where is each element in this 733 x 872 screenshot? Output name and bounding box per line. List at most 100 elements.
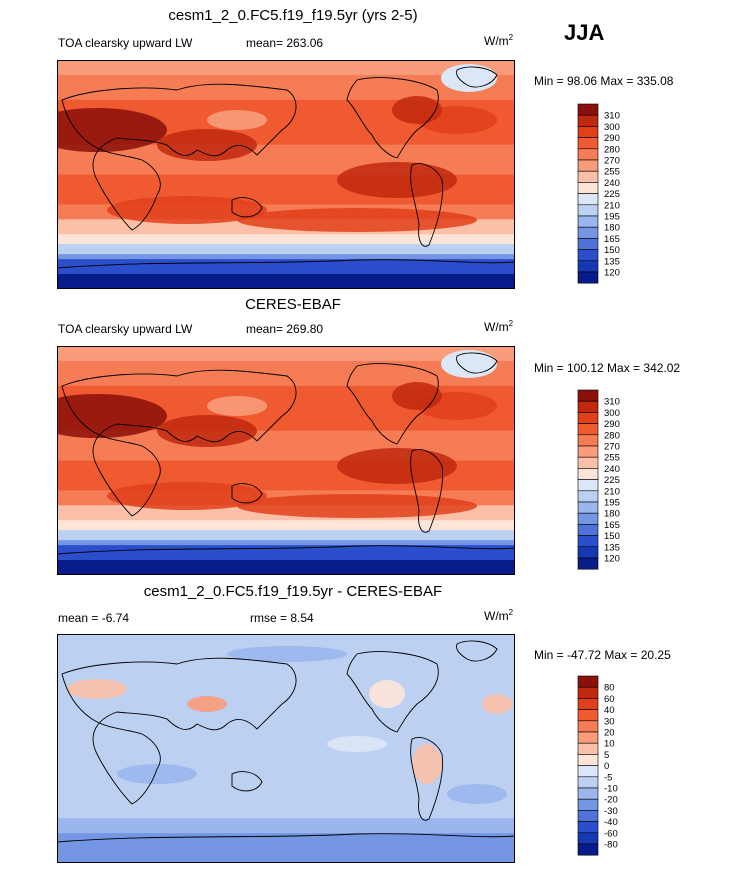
field-band [57, 154, 515, 161]
field-band [57, 570, 515, 575]
panel-2-colorbar-svg: 3103002902802702552402252101951801651501… [577, 389, 620, 570]
field-band [57, 390, 515, 397]
field-band [57, 490, 515, 497]
field-band [57, 94, 515, 101]
field-band [57, 445, 515, 452]
field-blob [337, 448, 457, 484]
panel-3-title: cesm1_2_0.FC5.f19_f19.5yr - CERES-EBAF [143, 583, 443, 600]
colorbar-tick-label: 135 [604, 256, 620, 267]
colorbar-tick-label: 120 [604, 554, 620, 565]
colorbar-box [577, 698, 599, 710]
field-band [57, 823, 515, 830]
field-band [57, 793, 515, 800]
field-band [57, 84, 515, 91]
season-label: JJA [564, 20, 605, 45]
colorbar-box [577, 103, 599, 116]
colorbar-tick-label: 135 [604, 542, 620, 553]
colorbar-tick-label: 270 [604, 442, 620, 453]
field-band [57, 169, 515, 176]
field-band [57, 69, 515, 76]
coastline [231, 197, 263, 218]
field-band [57, 813, 515, 820]
field-band [57, 134, 515, 141]
panel-1-field [57, 60, 515, 289]
field-band [57, 385, 515, 392]
field-blob [369, 680, 405, 708]
colorbar-tick-label: 30 [604, 716, 615, 727]
field-band [57, 465, 515, 472]
field-band [57, 64, 515, 71]
colorbar-tick-label: 150 [604, 531, 620, 542]
field-band [57, 189, 515, 196]
panel-3-minmax: Min = -47.72 Max = 20.25 [534, 648, 671, 662]
colorbar-box [577, 686, 599, 699]
field-band [57, 470, 515, 477]
colorbar-tick-label: 60 [604, 694, 615, 705]
colorbar-tick-label: 225 [604, 475, 620, 486]
field-blob [237, 208, 477, 232]
colorbar-box [577, 765, 599, 778]
colorbar-box [577, 810, 599, 822]
field-blob [57, 108, 167, 152]
field-band [57, 149, 515, 156]
colorbar-tick-label: 255 [604, 167, 620, 178]
field-band [57, 234, 515, 241]
field-band [57, 688, 515, 695]
colorbar-box [577, 468, 599, 480]
field-band [57, 104, 515, 111]
colorbar-tick-label: 310 [604, 111, 620, 122]
colorbar-box [577, 512, 599, 525]
coastline [57, 259, 515, 269]
panel-1-minmax: Min = 98.06 Max = 335.08 [534, 74, 674, 88]
field-band [57, 718, 515, 725]
colorbar-box [577, 238, 599, 250]
field-band [57, 818, 515, 825]
panel-1-variable-label: TOA clearsky upward LW [58, 36, 193, 50]
panel-1-map [57, 60, 515, 289]
field-band [57, 530, 515, 537]
coastline [61, 657, 297, 805]
colorbar-box [577, 501, 599, 514]
field-band [57, 843, 515, 850]
colorbar-tick-label: 270 [604, 156, 620, 167]
colorbar-box [577, 204, 599, 217]
field-band [57, 254, 515, 261]
field-band [57, 555, 515, 562]
panel-3-colorbar: 80 60 40 30 20 10 5 0 -5 -10 -20 -30 -40 -60 -80 [577, 675, 658, 856]
colorbar-box [577, 731, 599, 744]
field-band [57, 460, 515, 467]
colorbar-tick-label: 240 [604, 178, 620, 189]
field-band [57, 713, 515, 720]
field-band [57, 560, 515, 567]
field-band [57, 420, 515, 427]
field-band [57, 430, 515, 437]
field-band [57, 828, 515, 835]
coastline [410, 163, 444, 247]
field-band [57, 199, 515, 206]
colorbar-box [577, 535, 599, 548]
colorbar-tick-label: 165 [604, 234, 620, 245]
field-band [57, 99, 515, 106]
field-band [57, 184, 515, 191]
field-band [57, 365, 515, 372]
colorbar-tick-label: 280 [604, 144, 620, 155]
colorbar-box [577, 137, 599, 150]
colorbar-tick-label: 80 [604, 683, 615, 694]
colorbar-box [577, 479, 599, 492]
coastline [456, 352, 498, 374]
colorbar-box [577, 754, 599, 766]
greenland-blob [441, 64, 497, 92]
colorbar-tick-label: -10 [604, 784, 618, 795]
colorbar-tick-label: 255 [604, 453, 620, 464]
field-blob [187, 696, 227, 712]
colorbar-tick-label: 150 [604, 245, 620, 256]
field-band [57, 124, 515, 131]
panel-3-units: W/m2 [484, 608, 514, 624]
field-band [57, 350, 515, 357]
colorbar-box [577, 832, 599, 845]
field-band [57, 678, 515, 685]
colorbar-box [577, 412, 599, 424]
field-band [57, 89, 515, 96]
colorbar-tick-label: 5 [604, 750, 609, 761]
panel-2-map [57, 346, 515, 575]
